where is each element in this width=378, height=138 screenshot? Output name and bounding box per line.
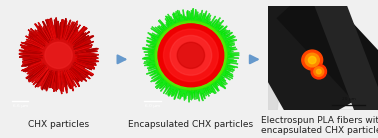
Text: 6.0 μm: 6.0 μm [145, 104, 160, 108]
Circle shape [163, 29, 218, 82]
Text: 6.6 μm: 6.6 μm [12, 104, 28, 108]
Circle shape [311, 64, 327, 79]
Circle shape [305, 53, 319, 67]
Circle shape [38, 35, 79, 75]
Circle shape [177, 42, 204, 68]
Polygon shape [143, 8, 239, 102]
Text: Electrospun PLA fibers with
encapsulated CHX particles: Electrospun PLA fibers with encapsulated… [260, 116, 378, 135]
Text: CHX particles: CHX particles [28, 120, 89, 129]
Circle shape [170, 35, 212, 75]
Text: Encapsulated CHX particles: Encapsulated CHX particles [128, 120, 254, 129]
Circle shape [316, 69, 321, 74]
Circle shape [308, 56, 316, 64]
Polygon shape [318, 58, 378, 110]
Circle shape [31, 29, 86, 82]
Circle shape [158, 24, 224, 87]
Circle shape [314, 67, 324, 76]
Polygon shape [268, 6, 288, 110]
Text: 20 μm: 20 μm [342, 97, 355, 101]
Polygon shape [19, 18, 99, 94]
Circle shape [302, 50, 323, 70]
Circle shape [45, 42, 72, 68]
